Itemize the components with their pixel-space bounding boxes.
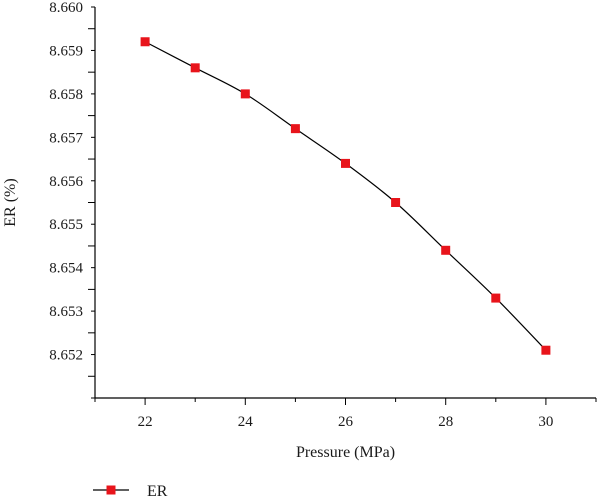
legend-label-er: ER [147, 483, 168, 500]
y-tick-label: 8.659 [49, 43, 83, 59]
y-tick-label: 8.653 [49, 304, 83, 320]
data-point-er [190, 63, 200, 73]
y-tick-label: 8.656 [49, 174, 83, 190]
x-tick-label: 22 [138, 414, 153, 430]
data-point-er [290, 124, 300, 134]
data-point-er [391, 198, 401, 207]
x-tick-label: 24 [238, 414, 254, 430]
data-point-er [541, 345, 551, 355]
data-point-er [140, 37, 150, 47]
x-tick-label: 28 [438, 414, 453, 430]
x-axis-ticks: 22 24 26 28 30 [94, 398, 597, 430]
y-axis-ticks: 8.652 8.653 8.654 8.655 8.656 8.657 8.658 8.659… [49, 0, 95, 399]
data-point-er [341, 158, 350, 168]
y-tick-label: 8.652 [49, 348, 83, 364]
y-tick-label: 8.658 [49, 87, 83, 103]
y-tick-label: 8.655 [49, 217, 83, 233]
data-point-er [441, 245, 451, 255]
axes [94, 7, 596, 399]
series-er [140, 37, 551, 355]
x-axis-title: Pressure (MPa) [296, 444, 395, 461]
y-tick-label: 8.657 [49, 130, 83, 146]
data-point-er [240, 89, 250, 99]
x-tick-label: 30 [538, 414, 553, 430]
x-tick-label: 26 [338, 414, 354, 430]
legend: ER [93, 483, 168, 500]
series-line-er [144, 41, 547, 351]
data-point-er [491, 293, 501, 303]
y-tick-label: 8.660 [49, 0, 83, 16]
y-axis-title: ER (%) [2, 178, 19, 226]
legend-marker [106, 485, 116, 495]
y-tick-label: 8.654 [49, 261, 83, 277]
